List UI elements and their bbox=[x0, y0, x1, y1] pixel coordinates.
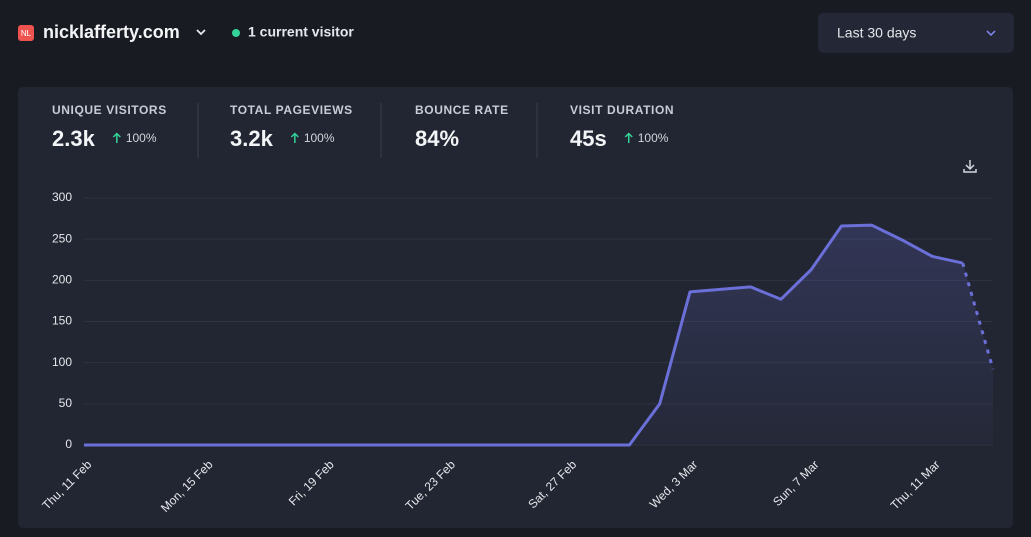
line bbox=[84, 223, 964, 447]
download-icon[interactable] bbox=[963, 160, 977, 173]
y-tick-label: 200 bbox=[52, 273, 72, 287]
change-arrow bbox=[112, 132, 121, 143]
y-tick-label: 100 bbox=[52, 355, 72, 369]
stat-label: VISIT DURATION bbox=[570, 103, 674, 117]
y-tick-label: 250 bbox=[52, 231, 72, 245]
y-tick-label: 150 bbox=[52, 314, 72, 328]
stat-label: UNIQUE VISITORS bbox=[52, 103, 167, 117]
current-visitors[interactable]: 1 current visitor bbox=[248, 24, 354, 40]
period-chevron[interactable] bbox=[986, 30, 996, 37]
live-dot bbox=[232, 29, 240, 37]
change-arrow bbox=[624, 132, 633, 143]
site-name[interactable]: nicklafferty.com bbox=[43, 22, 180, 42]
stat-change: 100% bbox=[304, 131, 335, 145]
line-incomplete bbox=[961, 262, 995, 370]
stat-value: 3.2k bbox=[230, 126, 274, 151]
stat-value: 2.3k bbox=[52, 126, 96, 151]
period-label[interactable]: Last 30 days bbox=[837, 25, 916, 41]
stat-change: 100% bbox=[126, 131, 157, 145]
y-tick-label: 300 bbox=[52, 190, 72, 204]
stat-label: BOUNCE RATE bbox=[415, 103, 509, 117]
stat-value: 45s bbox=[570, 126, 607, 151]
site-logo bbox=[18, 25, 34, 41]
stat-label: TOTAL PAGEVIEWS bbox=[230, 103, 353, 117]
change-arrow bbox=[290, 132, 299, 143]
y-tick-label: 0 bbox=[65, 437, 72, 451]
stat-value: 84% bbox=[415, 126, 459, 151]
stat-change: 100% bbox=[638, 131, 669, 145]
period-dropdown[interactable] bbox=[818, 13, 1014, 53]
logo-text: NL bbox=[21, 29, 32, 38]
site-chevron[interactable] bbox=[196, 29, 206, 36]
y-tick-label: 50 bbox=[59, 396, 73, 410]
area bbox=[84, 225, 993, 445]
